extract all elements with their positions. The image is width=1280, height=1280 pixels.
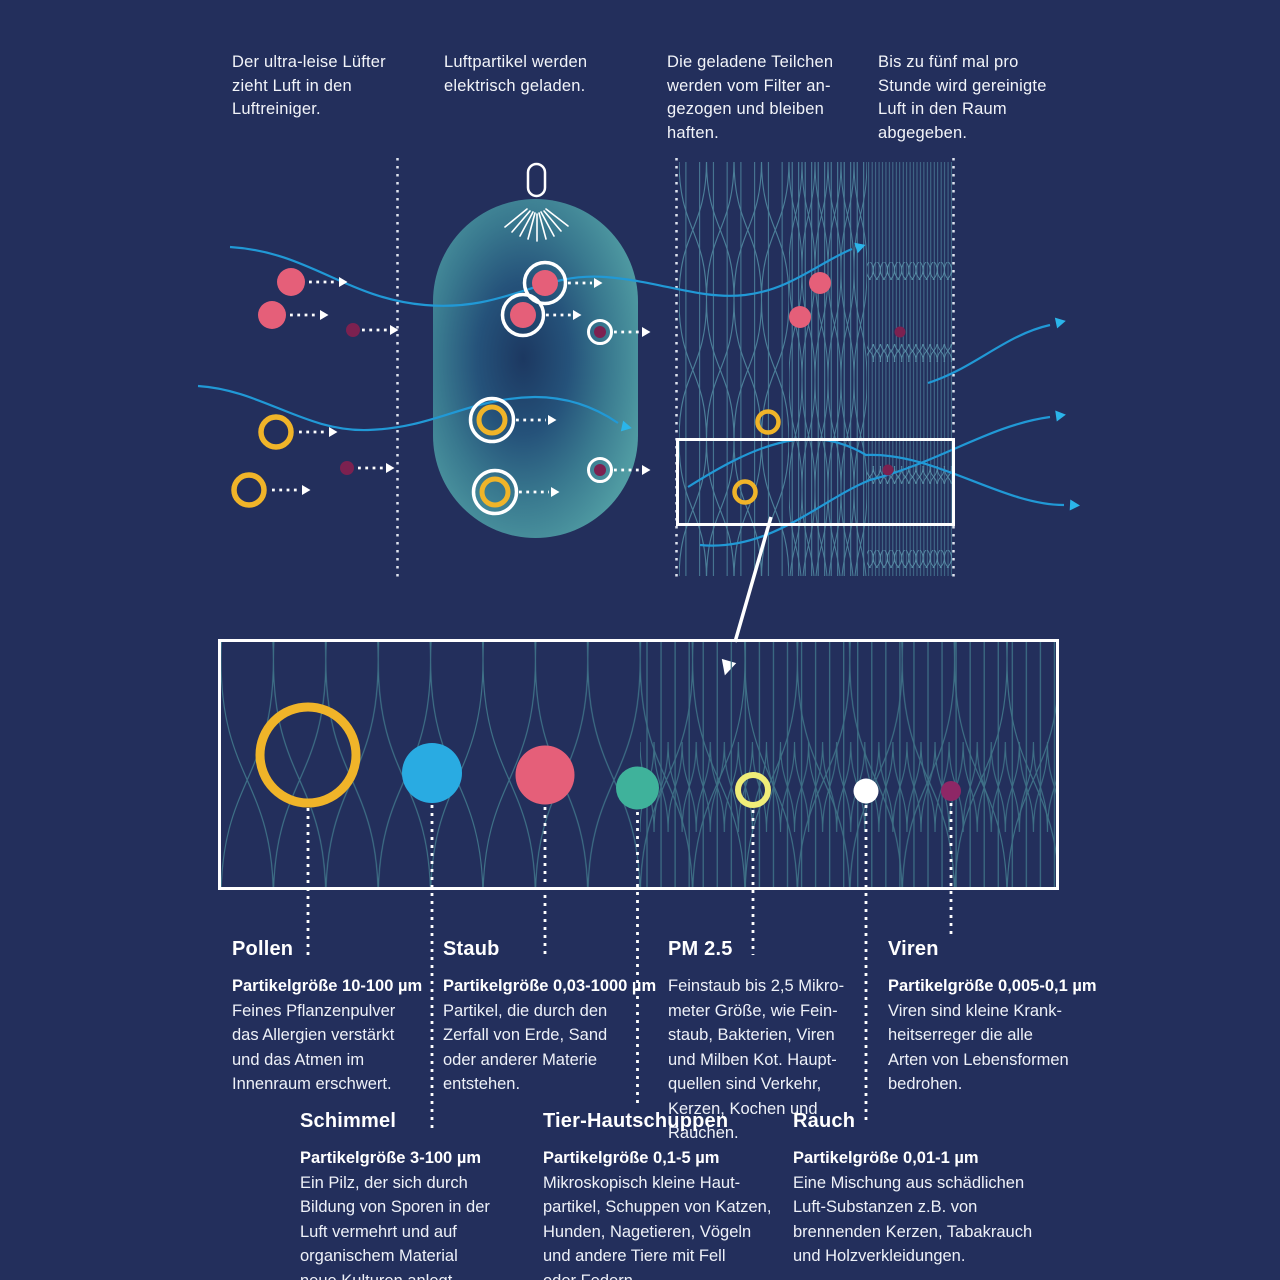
- label-pollen-body: Feines Pflanzenpulver das Allergien vers…: [232, 1001, 396, 1094]
- label-tier-hautschuppen-size: Partikelgröße 0,1-5 µm: [543, 1149, 720, 1167]
- label-tier-hautschuppen-title: Tier-Hautschuppen: [543, 1110, 729, 1132]
- ionizer-pin-icon: [526, 162, 547, 198]
- label-staub-size: Partikelgröße 0,03-1000 µm: [443, 977, 657, 995]
- label-pm25-body: Feinstaub bis 2,5 Mikro- meter Größe, wi…: [668, 977, 845, 1142]
- label-schimmel-title: Schimmel: [300, 1110, 397, 1132]
- label-schimmel: Schimmel Partikelgröße 3-100 µm Ein Pilz…: [300, 1110, 570, 1280]
- label-pollen: Pollen Partikelgröße 10-100 µm Feines Pf…: [232, 938, 502, 1097]
- label-rauch-title: Rauch: [793, 1110, 856, 1132]
- step-3-text: Die geladene Teilchen werden vom Filter …: [667, 53, 834, 142]
- particle-staub: [515, 745, 575, 805]
- label-pm25-title: PM 2.5: [668, 938, 733, 960]
- label-staub-body: Partikel, die durch den Zerfall von Erde…: [443, 1001, 608, 1094]
- step-4-text: Bis zu fünf mal pro Stunde wird gereinig…: [878, 53, 1047, 142]
- label-rauch-body: Eine Mischung aus schädlichen Luft-Subst…: [793, 1173, 1033, 1266]
- air-purifier-fan: [433, 162, 638, 538]
- fan-body: [433, 199, 638, 538]
- label-viren-size: Partikelgröße 0,005-0,1 µm: [888, 977, 1097, 995]
- particle-pm25: [735, 772, 771, 808]
- ionizer-rays-icon: [504, 208, 569, 242]
- filter-mesh: [679, 162, 952, 576]
- particle-tier-hautschuppen: [616, 766, 659, 810]
- label-tier-hautschuppen-body: Mikroskopisch kleine Haut- partikel, Sch…: [543, 1173, 772, 1280]
- label-rauch-size: Partikelgröße 0,01-1 µm: [793, 1149, 979, 1167]
- step-1-text: Der ultra-leise Lüfter zieht Luft in den…: [232, 53, 386, 118]
- charge-halo-rings: [468, 260, 613, 516]
- particle-motion-arrows: [272, 277, 651, 497]
- label-viren-body: Viren sind kleine Krank- heitserreger di…: [888, 1001, 1069, 1094]
- label-staub-title: Staub: [443, 938, 500, 960]
- label-pollen-size: Partikelgröße 10-100 µm: [232, 977, 423, 995]
- particle-pollen: [255, 702, 361, 808]
- label-schimmel-body: Ein Pilz, der sich durch Bildung von Spo…: [300, 1173, 490, 1280]
- air-flow-arrowheads: [620, 242, 1080, 511]
- particle-rauch: [853, 778, 879, 804]
- step-2-text: Luftpartikel werden elektrisch geladen.: [444, 53, 588, 95]
- particle-viren: [941, 781, 961, 801]
- pollen-staub-particles: [258, 268, 831, 329]
- pollen-ring-particles: [231, 404, 781, 508]
- label-tier-hautschuppen: Tier-Hautschuppen Partikelgröße 0,1-5 µm…: [543, 1110, 813, 1280]
- label-pm25: PM 2.5 Feinstaub bis 2,5 Mikro- meter Gr…: [668, 938, 938, 1146]
- zoom-arrow: [721, 516, 773, 676]
- particle-schimmel: [402, 743, 462, 803]
- air-flow-lines: [197, 245, 1065, 547]
- label-viren: Viren Partikelgröße 0,005-0,1 µm Viren s…: [888, 938, 1158, 1097]
- label-schimmel-size: Partikelgröße 3-100 µm: [300, 1149, 482, 1167]
- label-rauch: Rauch Partikelgröße 0,01-1 µm Eine Misch…: [793, 1110, 1063, 1269]
- filter-highlight-box: [676, 438, 955, 526]
- label-staub: Staub Partikelgröße 0,03-1000 µm Partike…: [443, 938, 713, 1097]
- dotted-separator-lines: [396, 158, 955, 577]
- fine-dust-particles: [340, 323, 906, 476]
- label-pollen-title: Pollen: [232, 938, 294, 960]
- detail-box-border: [218, 639, 1059, 890]
- label-viren-title: Viren: [888, 938, 939, 960]
